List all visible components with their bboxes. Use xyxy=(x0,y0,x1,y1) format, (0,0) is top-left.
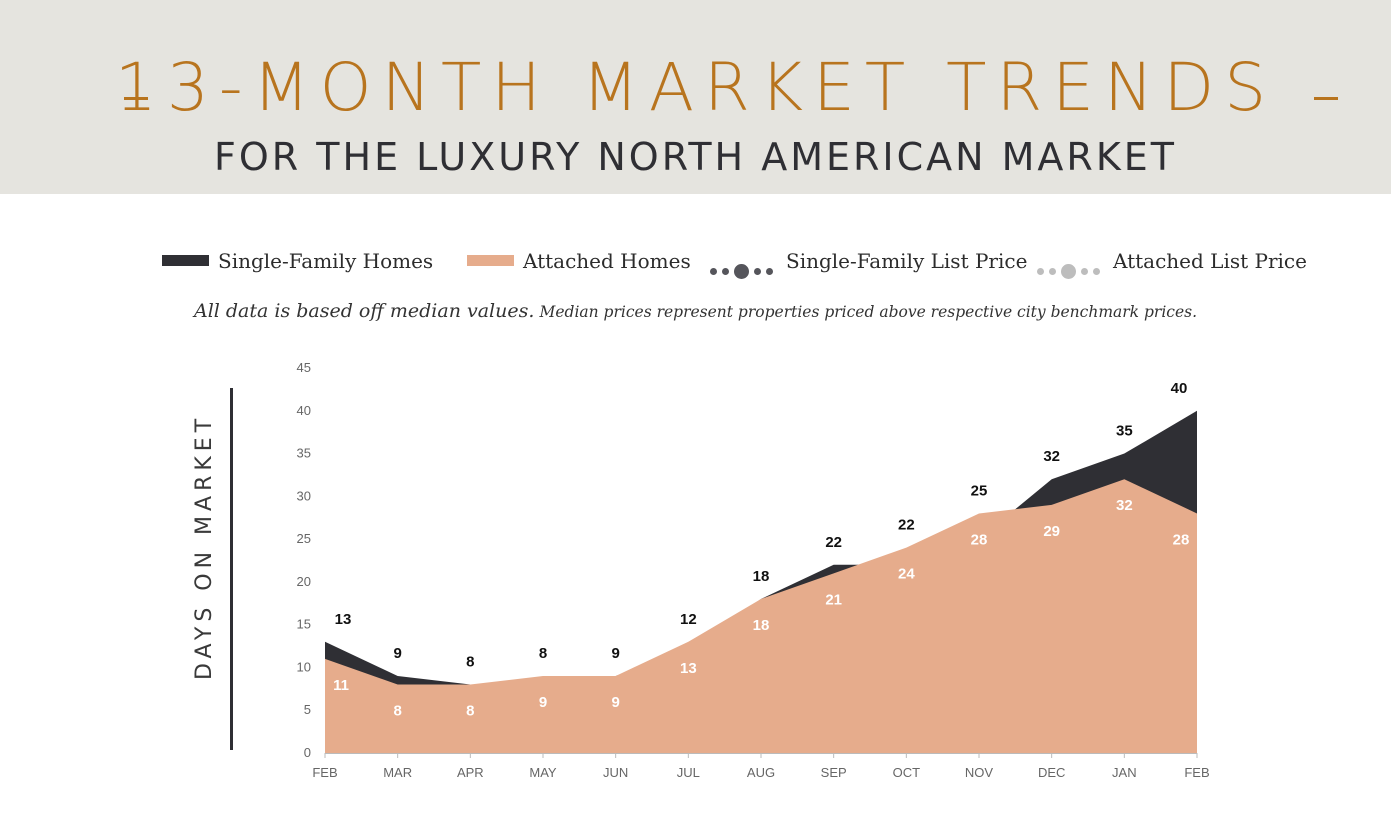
y-axis-title-rule xyxy=(230,388,233,750)
x-tick-label: FEB xyxy=(1184,765,1209,780)
legend-item-attached-list-price: Attached List Price xyxy=(1037,244,1307,279)
single-family-data-label: 22 xyxy=(825,534,842,551)
x-tick-label: AUG xyxy=(747,765,775,780)
title-dash-left xyxy=(124,97,148,100)
legend-label: Single-Family List Price xyxy=(786,249,1028,273)
legend-item-single-family-homes: Single-Family Homes xyxy=(162,244,433,278)
attached-data-label: 21 xyxy=(825,591,842,608)
y-tick-label: 10 xyxy=(297,659,311,674)
chart-legend: Single-Family Homes Attached Homes Singl… xyxy=(0,244,1391,279)
dots-marker-icon xyxy=(710,253,778,279)
x-tick-label: SEP xyxy=(821,765,847,780)
single-family-data-label: 25 xyxy=(971,482,988,499)
y-tick-label: 45 xyxy=(297,360,311,375)
attached-data-label: 29 xyxy=(1043,523,1060,540)
y-tick-label: 0 xyxy=(304,745,311,760)
single-family-data-label: 22 xyxy=(898,517,915,534)
x-tick-label: OCT xyxy=(893,765,921,780)
single-family-data-label: 35 xyxy=(1116,423,1133,440)
x-tick-label: FEB xyxy=(312,765,337,780)
attached-data-label: 11 xyxy=(333,677,349,694)
single-family-data-label: 9 xyxy=(611,645,619,662)
page-title: 13-MONTH MARKET TRENDS xyxy=(114,49,1277,126)
legend-item-single-family-list-price: Single-Family List Price xyxy=(710,244,1028,279)
single-family-data-label: 9 xyxy=(393,645,401,662)
single-family-data-label: 12 xyxy=(680,611,697,628)
y-tick-label: 35 xyxy=(297,446,311,461)
attached-data-label: 28 xyxy=(1173,531,1190,548)
page-subtitle: FOR THE LUXURY NORTH AMERICAN MARKET xyxy=(214,135,1177,179)
header-band xyxy=(0,0,1391,194)
dots-marker-icon xyxy=(1037,253,1105,279)
legend-label: Single-Family Homes xyxy=(218,249,434,273)
title-row: 13-MONTH MARKET TRENDS xyxy=(0,48,1391,128)
x-tick-label: JUL xyxy=(677,765,700,780)
y-tick-label: 30 xyxy=(297,488,311,503)
single-family-data-label: 32 xyxy=(1043,448,1060,465)
attached-data-label: 32 xyxy=(1116,497,1133,514)
x-tick-label: JUN xyxy=(603,765,628,780)
y-tick-label: 40 xyxy=(297,403,311,418)
attached-area xyxy=(325,479,1197,753)
single-family-data-label: 18 xyxy=(753,568,770,585)
legend-label: Attached List Price xyxy=(1113,249,1307,273)
data-note: All data is based off median values. Med… xyxy=(0,300,1391,322)
title-dash-right xyxy=(1314,97,1338,100)
x-tick-label: MAY xyxy=(529,765,557,780)
attached-data-label: 18 xyxy=(753,617,770,634)
data-note-detail: Median prices represent properties price… xyxy=(539,303,1198,321)
legend-item-attached-homes: Attached Homes xyxy=(467,244,691,278)
legend-swatch-single-family xyxy=(162,255,209,266)
single-family-data-label: 8 xyxy=(539,645,547,662)
y-tick-label: 15 xyxy=(297,617,311,632)
x-tick-label: NOV xyxy=(965,765,994,780)
y-tick-label: 25 xyxy=(297,531,311,546)
x-tick-label: JAN xyxy=(1112,765,1137,780)
attached-data-label: 24 xyxy=(898,566,915,583)
single-family-data-label: 13 xyxy=(335,611,352,628)
single-family-data-label: 40 xyxy=(1171,380,1188,397)
attached-data-label: 9 xyxy=(539,694,547,711)
y-tick-label: 5 xyxy=(304,702,311,717)
y-tick-label: 20 xyxy=(297,574,311,589)
attached-data-label: 8 xyxy=(466,703,474,720)
data-note-main: All data is based off median values. xyxy=(193,300,535,322)
attached-data-label: 13 xyxy=(680,660,697,677)
single-family-data-label: 8 xyxy=(466,654,474,671)
attached-data-label: 9 xyxy=(611,694,619,711)
x-tick-label: DEC xyxy=(1038,765,1065,780)
attached-data-label: 28 xyxy=(971,531,988,548)
x-tick-label: APR xyxy=(457,765,484,780)
attached-data-label: 8 xyxy=(393,703,401,720)
x-tick-label: MAR xyxy=(383,765,412,780)
legend-swatch-attached xyxy=(467,255,514,266)
legend-label: Attached Homes xyxy=(523,249,691,273)
